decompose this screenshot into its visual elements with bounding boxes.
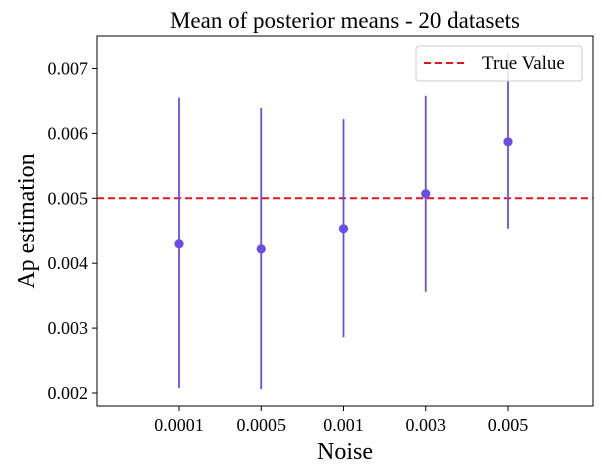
legend-label-true-value: True Value xyxy=(482,53,565,74)
y-tick-label: 0.006 xyxy=(48,123,89,143)
x-tick-label: 0.0001 xyxy=(154,415,204,435)
plot-frame xyxy=(96,35,594,407)
data-point xyxy=(338,224,349,234)
y-tick-label: 0.002 xyxy=(48,383,89,403)
y-tick-label: 0.005 xyxy=(48,188,89,208)
data-point xyxy=(256,244,266,254)
legend: True Value xyxy=(415,45,583,82)
y-tick-label: 0.004 xyxy=(48,253,89,273)
y-tick-label: 0.003 xyxy=(48,318,89,338)
x-tick-label: 0.005 xyxy=(488,415,529,435)
legend-frame xyxy=(415,45,583,82)
y-axis-label: Ap estimation xyxy=(14,153,40,288)
x-tick-label: 0.0005 xyxy=(237,415,287,435)
x-axis-label: Noise xyxy=(317,439,373,465)
y-tick-label: 0.007 xyxy=(48,58,89,78)
data-point xyxy=(174,239,184,249)
chart-title: Mean of posterior means - 20 datasets xyxy=(170,8,520,33)
data-point xyxy=(421,189,431,199)
data-point xyxy=(503,137,513,147)
x-tick-label: 0.001 xyxy=(323,415,364,435)
x-tick-label: 0.003 xyxy=(406,415,447,435)
